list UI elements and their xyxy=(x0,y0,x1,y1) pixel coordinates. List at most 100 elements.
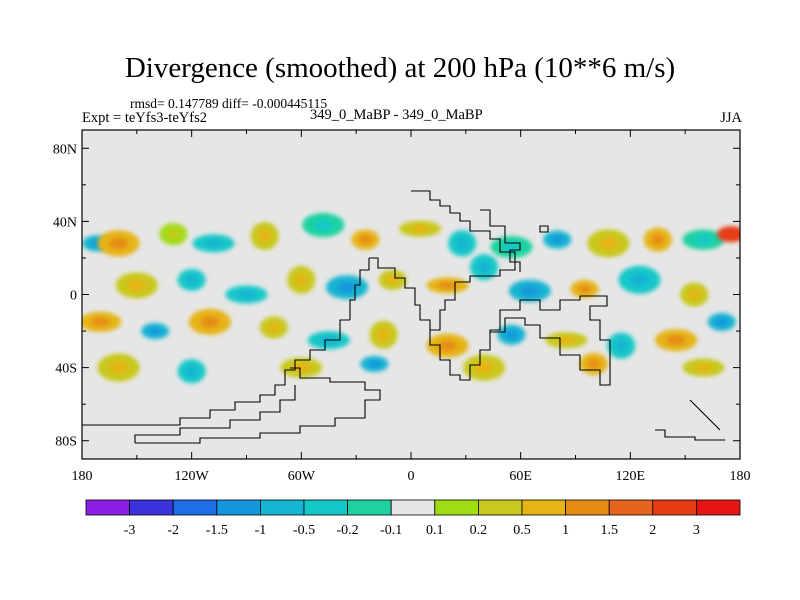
colorbar-label: -1 xyxy=(255,523,267,538)
anomaly-blob xyxy=(369,320,398,349)
colorbar-label: 0.1 xyxy=(426,523,444,538)
anomaly-blob xyxy=(587,229,630,258)
anomaly-blob xyxy=(497,324,526,345)
colorbar-label: -0.2 xyxy=(337,523,359,538)
y-tick-label: 0 xyxy=(70,289,77,304)
coastline-outlines xyxy=(82,190,725,444)
anomaly-blob xyxy=(545,332,588,349)
colorbar-label: 0.2 xyxy=(470,523,488,538)
colorbar-swatch xyxy=(477,499,523,516)
anomaly-blob xyxy=(716,226,740,243)
colorbar-label: 0.5 xyxy=(513,523,531,538)
anomaly-blob xyxy=(543,230,572,249)
colorbar-label: 3 xyxy=(693,523,700,538)
colorbar-label: -1.5 xyxy=(206,523,228,538)
coastline-asia-interior xyxy=(480,209,549,272)
anomaly-blob xyxy=(470,254,499,281)
anomaly-blob xyxy=(682,358,725,377)
map-background xyxy=(82,130,740,459)
anomaly-blob xyxy=(682,229,725,250)
colorbar-swatch xyxy=(608,499,654,516)
colorbar-swatch xyxy=(259,499,305,516)
rmsd-diff-stats: rmsd= 0.147789 diff= -0.000445115 xyxy=(130,96,328,111)
anomaly-blob xyxy=(680,282,709,307)
experiment-label: Expt = teYfs3-teYfs2 xyxy=(82,110,207,126)
colorbar-label: 1.5 xyxy=(600,523,618,538)
colorbar-label: -3 xyxy=(124,523,136,538)
colorbar-swatch xyxy=(172,499,218,516)
anomaly-blob xyxy=(115,272,158,299)
x-tick-label: 60W xyxy=(288,469,316,484)
x-tick-label: 0 xyxy=(408,469,415,484)
anomaly-blob xyxy=(177,359,206,384)
anomaly-blob xyxy=(426,277,469,294)
anomaly-blob xyxy=(643,227,672,252)
x-tick-label: 180 xyxy=(72,469,93,484)
axes: 180 120W 60W 0 60E 120E 180 80N 40N 0 40S 80S xyxy=(53,130,751,484)
anomaly-blob xyxy=(426,333,469,358)
anomaly-blob xyxy=(607,332,636,359)
colorbar-swatch xyxy=(434,499,479,516)
anomaly-blob xyxy=(177,268,206,291)
anomaly-blob xyxy=(399,220,442,237)
y-tick-label: 40N xyxy=(53,215,77,230)
anomaly-blob xyxy=(259,316,288,339)
x-tick-label: 60E xyxy=(509,469,532,484)
colorbar-swatch xyxy=(303,499,348,516)
colorbar-swatch xyxy=(85,499,130,516)
anomaly-blob xyxy=(141,323,170,340)
season-label: JJA xyxy=(720,110,742,126)
anomaly-blob xyxy=(326,275,369,300)
chart-title: Divergence (smoothed) at 200 hPa (10**6 … xyxy=(124,52,676,84)
x-tick-label: 120E xyxy=(616,469,646,484)
anomaly-field xyxy=(82,213,740,384)
y-tick-label: 80N xyxy=(53,142,77,157)
colorbar-swatch xyxy=(565,499,610,516)
anomaly-blob xyxy=(97,353,140,382)
colorbar-swatch xyxy=(216,499,261,516)
colorbar-swatch xyxy=(129,499,174,516)
colorbar-label: -2 xyxy=(167,523,179,538)
case-comparison-label: 349_0_MaBP - 349_0_MaBP xyxy=(310,107,483,123)
coastline-antarctica xyxy=(134,367,725,444)
anomaly-blob xyxy=(655,329,698,352)
anomaly-blob xyxy=(192,234,235,253)
anomaly-blob xyxy=(360,355,389,372)
colorbar-swatch xyxy=(696,499,741,516)
anomaly-blob xyxy=(618,265,661,294)
colorbar-swatch xyxy=(390,499,436,516)
x-tick-label: 180 xyxy=(730,469,751,484)
x-tick-label: 120W xyxy=(175,469,210,484)
anomaly-blob xyxy=(188,308,231,335)
anomaly-blob xyxy=(570,280,599,299)
anomaly-blob xyxy=(378,269,407,290)
anomaly-blob xyxy=(82,311,122,332)
anomaly-blob xyxy=(579,352,608,375)
anomaly-blob xyxy=(508,279,551,302)
anomaly-blob xyxy=(302,213,345,238)
colorbar-swatch xyxy=(347,499,392,516)
anomaly-blob xyxy=(159,223,188,246)
anomaly-blob xyxy=(225,285,268,304)
y-tick-label: 40S xyxy=(55,362,77,377)
coastline-africa-europe xyxy=(411,190,611,386)
anomaly-blob xyxy=(280,357,323,378)
anomaly-blob xyxy=(97,230,140,257)
anomaly-blob xyxy=(351,229,380,250)
anomaly-blob xyxy=(707,312,736,331)
y-tick-label: 80S xyxy=(55,435,77,450)
colorbar-swatch xyxy=(521,499,566,516)
colorbar-label: -0.1 xyxy=(380,523,402,538)
colorbar-label: 1 xyxy=(562,523,569,538)
colorbar: -3 -2 -1.5 -1 -0.5 -0.2 -0.1 0.1 0.2 0.5 1 1.5 2 3 xyxy=(85,499,741,538)
coastline-south-america xyxy=(82,319,350,426)
colorbar-swatch xyxy=(652,499,697,516)
anomaly-blob xyxy=(287,265,316,294)
anomaly-blob xyxy=(463,354,506,381)
coastline-west-africa xyxy=(349,257,431,330)
colorbar-label: -0.5 xyxy=(293,523,315,538)
colorbar-label: 2 xyxy=(649,523,656,538)
anomaly-blob xyxy=(250,222,279,251)
anomaly-blob xyxy=(448,230,477,257)
